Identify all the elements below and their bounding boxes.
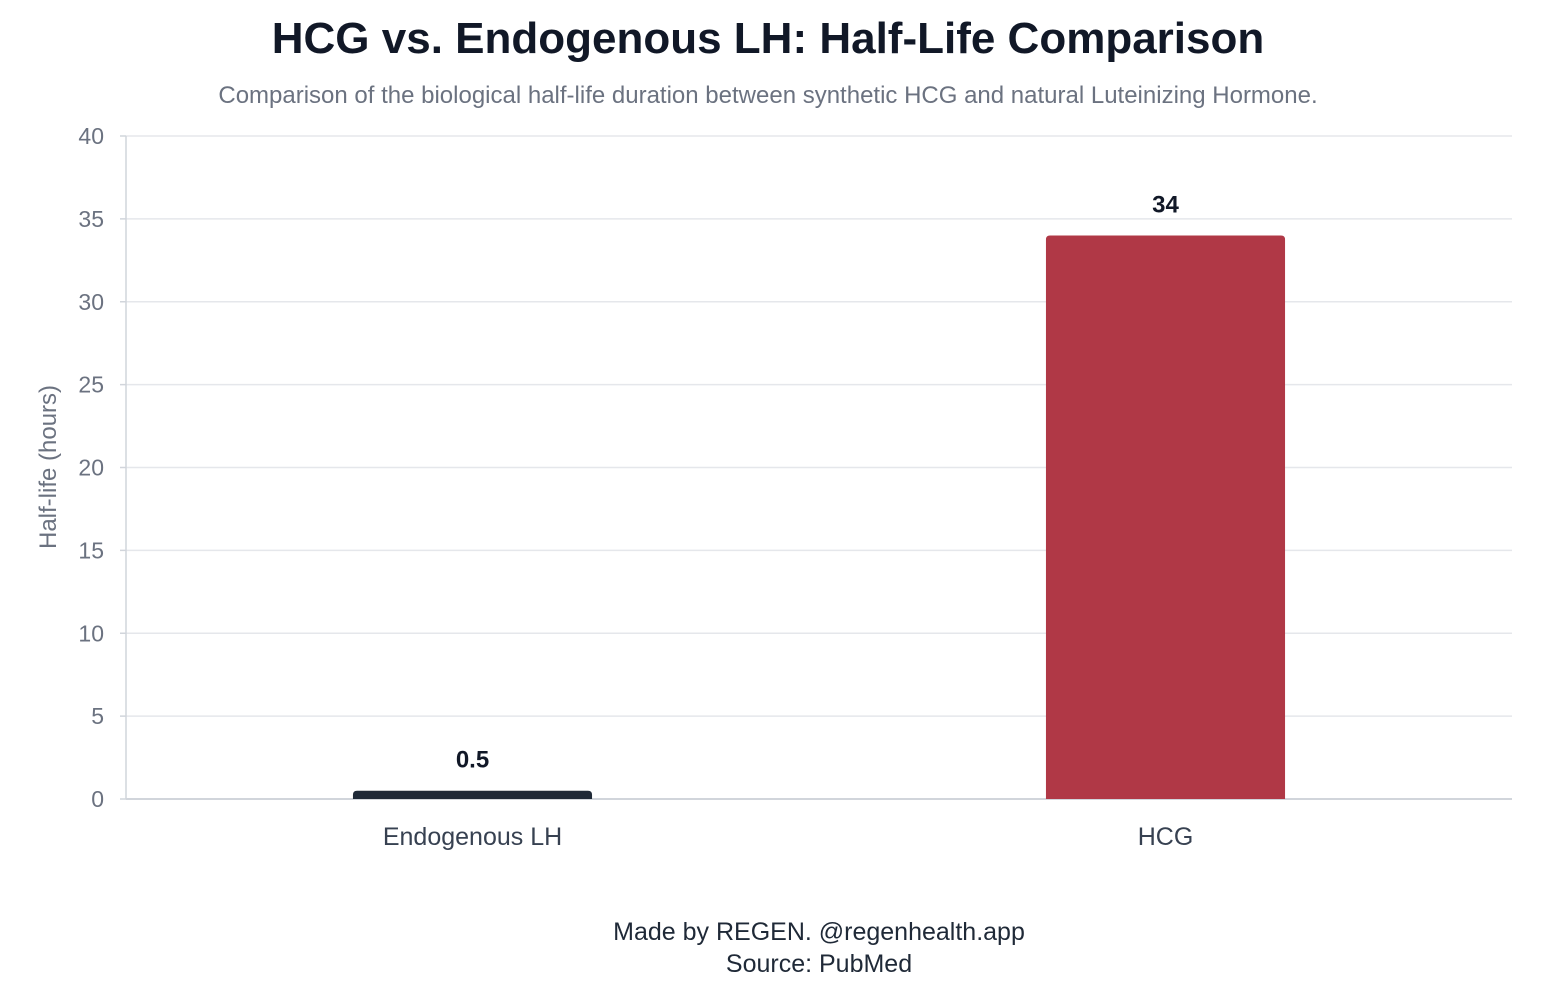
y-tick-label: 30	[78, 289, 104, 315]
y-tick-label: 0	[91, 786, 104, 812]
footer-credit: Made by REGEN. @regenhealth.app	[613, 918, 1025, 946]
bars	[352, 235, 1286, 799]
chart-subtitle: Comparison of the biological half-life d…	[218, 82, 1318, 109]
footer-source: Source: PubMed	[725, 950, 913, 978]
labels: 0 5 10 15 20 25 30 35 40 0.5 Endogenous LH 34 HCG	[78, 123, 1193, 851]
y-tick-label: 20	[78, 455, 104, 481]
bar-value-label: 0.5	[456, 747, 489, 774]
x-tick-label: Endogenous LH	[383, 823, 562, 851]
y-tick-label: 40	[78, 123, 104, 149]
chart-footer: Made by REGEN. @regenhealth.app Source: …	[0, 916, 1560, 980]
y-tick-label: 25	[78, 372, 104, 398]
chart-title: HCG vs. Endogenous LH: Half-Life Compari…	[271, 14, 1265, 63]
y-tick-label: 10	[78, 620, 104, 646]
bar-value-label: 34	[1152, 191, 1179, 218]
y-tick-label: 5	[91, 703, 104, 729]
y-tick-label: 15	[78, 537, 104, 563]
grid-lines	[126, 135, 1512, 717]
y-axis-label: Half-life (hours)	[35, 385, 62, 549]
bar	[352, 790, 593, 799]
bar	[1045, 235, 1286, 799]
y-tick-label: 35	[78, 206, 104, 232]
x-tick-label: HCG	[1138, 823, 1194, 851]
